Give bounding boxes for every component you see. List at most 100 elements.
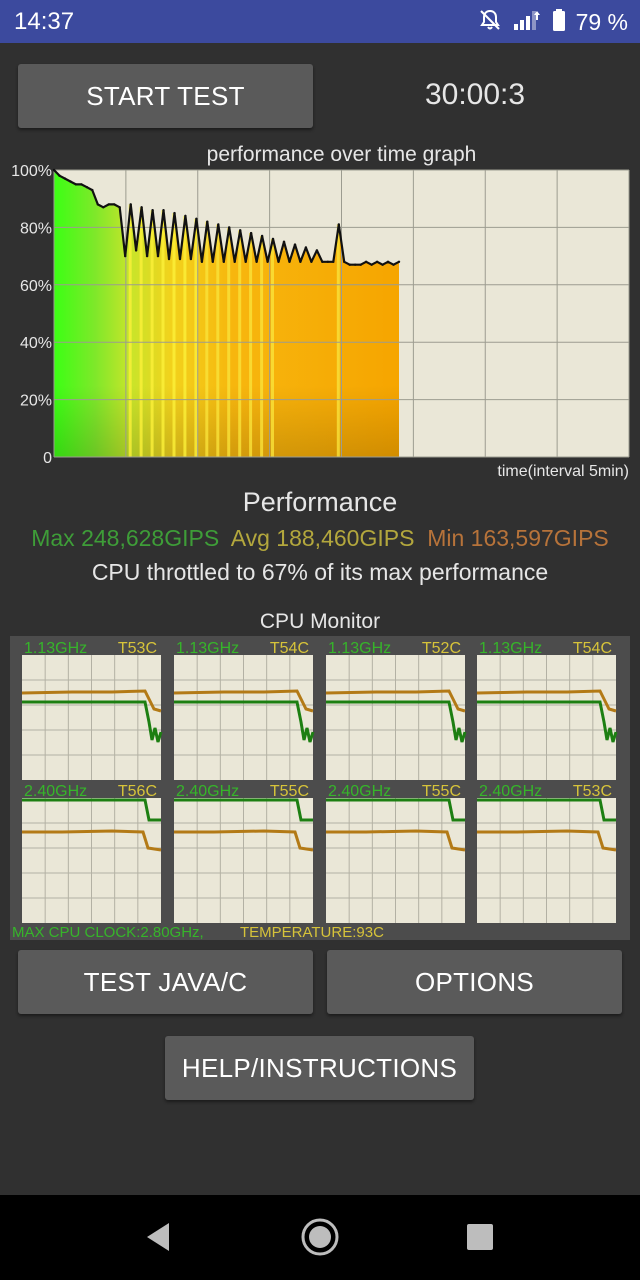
core-frequency-line: [174, 798, 313, 822]
performance-point: [332, 260, 335, 263]
avg-performance: Avg 188,460GIPS: [230, 525, 415, 551]
core-frequency-line: [326, 798, 465, 822]
core-temperature-line: [174, 829, 314, 852]
performance-point: [195, 217, 198, 220]
performance-point: [189, 257, 193, 261]
core-temperature-line: [477, 829, 617, 852]
performance-point: [134, 249, 138, 252]
performance-point: [359, 263, 362, 266]
performance-point: [52, 168, 56, 172]
core-frequency-line: [22, 798, 161, 822]
performance-point: [217, 223, 220, 226]
start-test-button[interactable]: START TEST: [18, 64, 313, 128]
performance-point: [145, 254, 149, 258]
performance-point: [58, 174, 61, 177]
core-frequency-label: 1.13GHz: [328, 640, 391, 657]
home-icon[interactable]: [300, 1217, 340, 1262]
performance-point: [392, 263, 395, 266]
help-instructions-button[interactable]: HELP/INSTRUCTIONS: [165, 1036, 474, 1100]
performance-point: [260, 234, 264, 238]
performance-point: [102, 206, 105, 209]
performance-point: [74, 183, 78, 186]
core-temperature-line: [325, 689, 466, 713]
performance-point: [129, 203, 132, 206]
max-cpu-clock-label: MAX CPU CLOCK:2.80GHz,: [12, 924, 204, 940]
performance-peak-band: [238, 230, 242, 457]
recents-icon[interactable]: [466, 1223, 494, 1256]
performance-point: [91, 188, 94, 192]
performance-peak-band: [128, 204, 132, 457]
min-performance: Min 163,597GIPS: [427, 525, 609, 551]
performance-point: [244, 260, 247, 263]
status-icons: 79 %: [478, 8, 628, 36]
performance-graph: 100% 80% 60% 40% 20% 0 time(interval 5min): [11, 163, 630, 480]
core-frequency-label: 2.40GHz: [328, 783, 391, 800]
test-java-c-button[interactable]: TEST JAVA/C: [18, 950, 313, 1014]
back-icon[interactable]: [143, 1220, 173, 1259]
performance-peak-band: [139, 207, 143, 457]
graph-y-tick-label: 60%: [20, 278, 52, 295]
performance-point: [293, 243, 297, 246]
core-temperature-label: T54C: [270, 640, 309, 657]
performance-point: [364, 260, 368, 263]
performance-peak-band: [271, 238, 274, 457]
core-frequency-label: 2.40GHz: [24, 783, 87, 800]
cpu-monitor-title: CPU Monitor: [259, 610, 381, 633]
core-temperature-label: T54C: [573, 640, 612, 657]
core-frequency-line: [477, 798, 616, 822]
performance-point: [326, 260, 329, 263]
status-bar: 14:37 79 %: [0, 0, 640, 43]
performance-stats: Max 248,628GIPS Avg 188,460GIPS Min 163,…: [0, 525, 640, 552]
graph-y-tick-label: 100%: [11, 163, 52, 180]
core-frequency-line: [174, 700, 315, 743]
graph-title: performance over time graph: [206, 143, 477, 166]
battery-percent: 79 %: [575, 8, 628, 35]
performance-point: [299, 260, 302, 263]
core-frequency-label: 1.13GHz: [24, 640, 87, 657]
performance-point: [167, 257, 171, 261]
test-timer: 30:00:3: [424, 78, 526, 111]
performance-peak-band: [183, 215, 187, 457]
mute-bell-icon: [478, 8, 502, 37]
performance-point: [337, 223, 340, 226]
performance-point: [310, 260, 313, 263]
cpu-monitor-panel: 1.13GHz T53C 1.13GHz T54C 1.13GHz T52C 1.13GHz…: [10, 636, 630, 941]
performance-point: [282, 240, 286, 243]
performance-point: [304, 246, 308, 249]
performance-peak-band: [249, 233, 253, 457]
performance-point: [381, 263, 384, 266]
core-temperature-label: T53C: [118, 640, 157, 657]
max-performance: Max 248,628GIPS: [31, 525, 220, 551]
performance-point: [85, 186, 89, 189]
core-frequency-line: [477, 700, 618, 743]
battery-icon: [552, 8, 566, 37]
options-button[interactable]: OPTIONS: [327, 950, 622, 1014]
performance-point: [96, 203, 100, 206]
performance-point: [184, 214, 187, 218]
performance-peak-band: [336, 224, 340, 457]
performance-point: [271, 237, 275, 241]
performance-point: [348, 263, 351, 266]
cpu-core-graphs: 1.13GHz T53C 1.13GHz T54C 1.13GHz T52C 1.13GHz…: [12, 640, 618, 941]
performance-point: [211, 260, 214, 263]
graph-y-tick-label: 40%: [20, 335, 52, 352]
graph-x-axis-label: time(interval 5min): [497, 463, 629, 480]
performance-peak-band: [150, 210, 154, 457]
performance-peak-band: [194, 218, 198, 457]
performance-point: [321, 260, 324, 263]
status-time: 14:37: [14, 8, 75, 35]
performance-point: [140, 206, 143, 209]
core-frequency-line: [326, 700, 467, 743]
core-frequency-label: 1.13GHz: [479, 640, 542, 657]
core-frequency-label: 2.40GHz: [479, 783, 542, 800]
performance-point: [239, 229, 242, 232]
graph-y-tick-label: 20%: [20, 393, 52, 410]
core-temperature-line: [173, 689, 314, 713]
core-temperature-label: T55C: [422, 783, 461, 800]
performance-peak-band: [205, 221, 209, 457]
performance-point: [173, 211, 176, 215]
performance-point: [63, 177, 67, 180]
performance-point: [277, 260, 280, 263]
performance-point: [343, 260, 346, 263]
performance-peak-band: [172, 213, 176, 457]
